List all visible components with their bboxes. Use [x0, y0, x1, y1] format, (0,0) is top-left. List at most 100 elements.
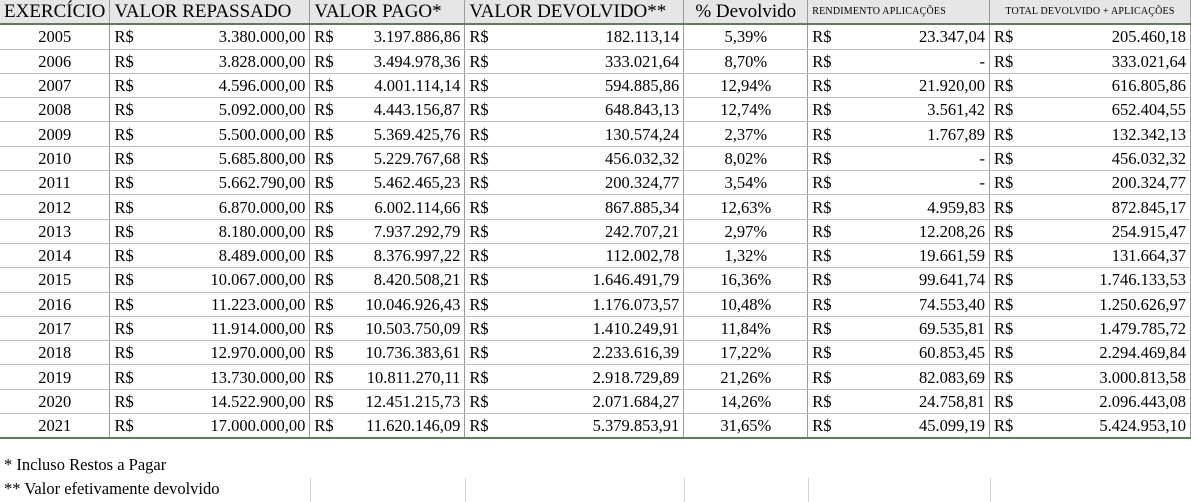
- cell-rendimento: R$ 74.553,40: [807, 292, 991, 317]
- cell-devolvido-value: 182.113,14: [605, 27, 680, 47]
- currency-symbol: R$: [314, 76, 334, 96]
- currency-symbol: R$: [994, 294, 1014, 314]
- cell-repassado-value: 11.223.000,00: [211, 294, 306, 314]
- cell-repassado-value: 11.914.000,00: [211, 319, 306, 338]
- cell-repassado-value: 13.730.000,00: [210, 367, 306, 387]
- currency-symbol: R$: [469, 294, 489, 314]
- cell-rendimento-value: 23.347,04: [919, 27, 986, 47]
- currency-symbol: R$: [114, 319, 134, 338]
- cell-pct: 21,26%: [683, 364, 809, 390]
- cell-repassado-value: 5.662.790,00: [218, 173, 306, 193]
- currency-symbol: R$: [469, 270, 489, 290]
- currency-symbol: R$: [812, 270, 832, 290]
- cell-rendimento: R$ 99.641,74: [807, 267, 991, 293]
- cell-pago-value: 5.462.465,23: [373, 173, 461, 193]
- table-row: 2019 R$ 13.730.000,00 R$ 10.811.270,11 R$ 2.91…: [0, 364, 1191, 390]
- currency-symbol: R$: [469, 246, 489, 266]
- cell-pago: R$ 7.937.292,79: [309, 219, 466, 244]
- cell-repassado: R$ 13.730.000,00: [109, 364, 311, 390]
- currency-symbol: R$: [314, 391, 334, 411]
- cell-pago: R$ 5.369.425,76: [309, 121, 466, 147]
- currency-symbol: R$: [469, 51, 489, 71]
- cell-year: 2012: [0, 194, 111, 220]
- cell-year: 2007: [0, 73, 111, 99]
- cell-devolvido-value: 112.002,78: [605, 246, 680, 266]
- cell-pago: R$ 3.197.886,86: [309, 24, 466, 50]
- cell-devolvido-value: 130.574,24: [605, 124, 680, 144]
- cell-year: 2014: [0, 243, 111, 269]
- financial-table: EXERCÍCIO VALOR REPASSADO VALOR PAGO* VA…: [0, 0, 1191, 440]
- cell-rendimento: R$ -: [807, 146, 991, 172]
- currency-symbol: R$: [469, 221, 489, 241]
- currency-symbol: R$: [314, 27, 334, 47]
- cell-total: R$ 2.096.443,08: [989, 389, 1191, 415]
- cell-pago-value: 4.443.156,87: [373, 100, 461, 120]
- cell-total: R$ 456.032,32: [989, 146, 1191, 172]
- cell-rendimento-value: 19.661,59: [919, 246, 986, 266]
- cell-total: R$ 205.460,18: [989, 24, 1191, 50]
- grid-divider: [684, 478, 685, 502]
- cell-total-value: 1.479.785,72: [1099, 319, 1186, 338]
- currency-symbol: R$: [812, 343, 832, 363]
- cell-rendimento-value: 45.099,19: [919, 416, 986, 436]
- cell-pct: 12,74%: [683, 97, 809, 123]
- cell-rendimento: R$ 23.347,04: [807, 24, 991, 50]
- currency-symbol: R$: [994, 246, 1014, 266]
- cell-pago-value: 12.451.215,73: [365, 391, 461, 411]
- currency-symbol: R$: [114, 367, 134, 387]
- grid-divider: [465, 478, 466, 502]
- cell-repassado: R$ 6.870.000,00: [109, 194, 311, 220]
- currency-symbol: R$: [114, 416, 134, 436]
- currency-symbol: R$: [994, 391, 1014, 411]
- cell-pago-value: 6.002.114,66: [374, 197, 461, 217]
- cell-pago: R$ 3.494.978,36: [309, 49, 466, 74]
- header-exercicio: EXERCÍCIO: [0, 0, 111, 26]
- currency-symbol: R$: [114, 197, 134, 217]
- cell-devolvido: R$ 130.574,24: [464, 121, 685, 147]
- cell-pago: R$ 10.046.926,43: [309, 292, 466, 317]
- currency-symbol: R$: [114, 294, 134, 314]
- currency-symbol: R$: [994, 100, 1014, 120]
- header-row: EXERCÍCIO VALOR REPASSADO VALOR PAGO* VA…: [0, 0, 1191, 26]
- cell-pago-value: 8.376.997,22: [373, 246, 461, 266]
- cell-total: R$ 616.805,86: [989, 73, 1191, 99]
- cell-pct: 31,65%: [683, 413, 809, 440]
- cell-repassado: R$ 14.522.900,00: [109, 389, 311, 415]
- header-valor-repassado: VALOR REPASSADO: [109, 0, 311, 26]
- cell-pct: 11,84%: [683, 316, 809, 342]
- cell-devolvido: R$ 182.113,14: [464, 24, 685, 50]
- cell-devolvido: R$ 2.071.684,27: [464, 389, 685, 415]
- cell-devolvido-value: 1.646.491,79: [592, 270, 680, 290]
- cell-repassado: R$ 4.596.000,00: [109, 73, 311, 99]
- currency-symbol: R$: [994, 343, 1014, 363]
- cell-devolvido-value: 242.707,21: [605, 221, 680, 241]
- cell-repassado: R$ 5.500.000,00: [109, 121, 311, 147]
- cell-pct: 3,54%: [683, 170, 809, 196]
- table-row: 2014 R$ 8.489.000,00 R$ 8.376.997,22 R$ 112.00…: [0, 243, 1191, 269]
- cell-pct: 14,26%: [683, 389, 809, 415]
- cell-pago: R$ 5.229.767,68: [309, 146, 466, 172]
- currency-symbol: R$: [994, 221, 1014, 241]
- cell-rendimento: R$ 19.661,59: [807, 243, 991, 269]
- cell-total-value: 616.805,86: [1111, 76, 1186, 96]
- cell-total: R$ 333.021,64: [989, 49, 1191, 74]
- table-row: 2020 R$ 14.522.900,00 R$ 12.451.215,73 R$ 2.07…: [0, 389, 1191, 415]
- cell-total: R$ 3.000.813,58: [989, 364, 1191, 390]
- currency-symbol: R$: [314, 124, 334, 144]
- currency-symbol: R$: [314, 343, 334, 363]
- cell-devolvido: R$ 333.021,64: [464, 49, 685, 74]
- currency-symbol: R$: [314, 416, 334, 436]
- header-pct-devolvido: % Devolvido: [683, 0, 809, 26]
- cell-total: R$ 1.746.133,53: [989, 267, 1191, 293]
- cell-repassado-value: 8.489.000,00: [218, 246, 306, 266]
- currency-symbol: R$: [812, 51, 832, 71]
- cell-devolvido: R$ 1.410.249,91: [464, 316, 685, 342]
- cell-total-value: 5.424.953,10: [1099, 416, 1186, 436]
- cell-repassado-value: 17.000.000,00: [210, 416, 306, 436]
- cell-pago-value: 8.420.508,21: [373, 270, 461, 290]
- currency-symbol: R$: [812, 197, 832, 217]
- currency-symbol: R$: [812, 246, 832, 266]
- cell-devolvido-value: 2.071.684,27: [592, 391, 680, 411]
- cell-rendimento-value: -: [979, 148, 986, 168]
- currency-symbol: R$: [469, 173, 489, 193]
